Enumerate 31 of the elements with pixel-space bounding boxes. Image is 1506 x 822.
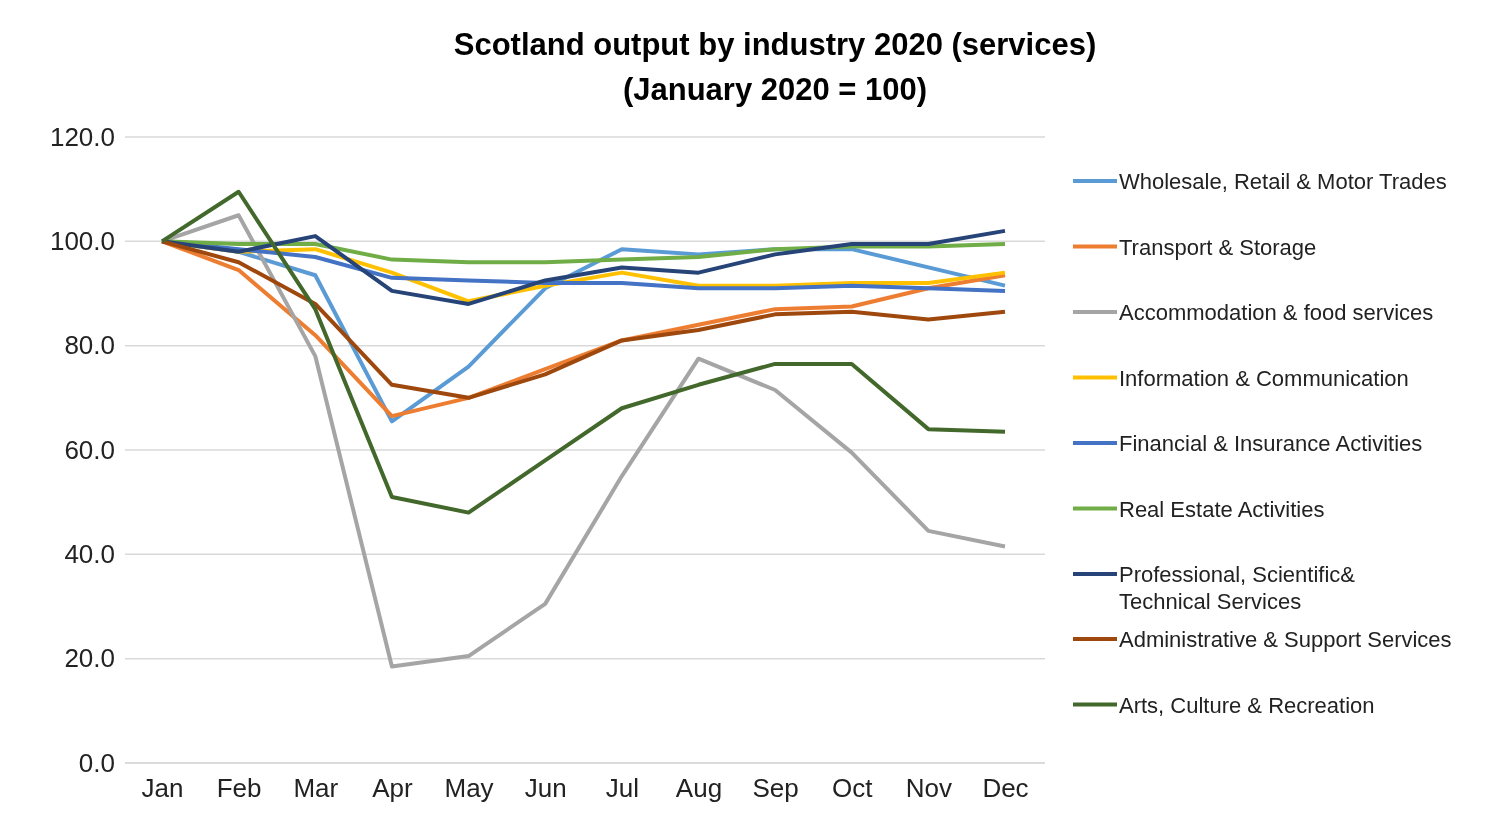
legend-label: Accommodation & food services — [1119, 300, 1434, 325]
x-tick-label: Oct — [832, 773, 874, 804]
x-tick-label: Mar — [293, 773, 339, 804]
y-tick-label: 120.0 — [49, 121, 115, 152]
y-tick-label: 60.0 — [64, 434, 115, 465]
y-tick-label: 100.0 — [49, 226, 115, 257]
legend-label: Arts, Culture & Recreation — [1119, 692, 1375, 718]
y-tick-label: 0.0 — [78, 747, 115, 778]
y-tick-label: 80.0 — [64, 330, 115, 361]
x-tick-label: May — [444, 773, 494, 804]
x-tick-label: Jan — [141, 773, 184, 804]
legend-label: Financial & Insurance Activities — [1119, 431, 1423, 456]
y-tick-label: 20.0 — [64, 643, 115, 674]
chart-title: Scotland output by industry 2020 (services) — [453, 27, 1097, 62]
x-tick-label: Feb — [216, 773, 262, 804]
chart-subtitle: (January 2020 = 100) — [622, 72, 928, 107]
line-series — [160, 189, 1007, 515]
x-tick-label: Apr — [372, 773, 413, 804]
x-tick-label: Sep — [752, 773, 799, 804]
legend-label: Professional, Scientific& Technical Services — [1119, 562, 1356, 614]
x-tick-label: Dec — [982, 773, 1029, 804]
legend-label: Administrative & Support Services — [1119, 627, 1452, 652]
legend-label: Information & Communication — [1119, 365, 1409, 391]
legend-label: Wholesale, Retail & Motor Trades — [1119, 169, 1447, 194]
x-tick-label: Jun — [524, 773, 567, 804]
x-tick-label: Nov — [905, 773, 952, 804]
legend-label: Real Estate Activities — [1119, 496, 1325, 522]
x-tick-label: Jul — [605, 773, 639, 804]
x-tick-label: Aug — [675, 773, 723, 804]
legend-label: Transport & Storage — [1119, 234, 1317, 260]
y-tick-label: 40.0 — [64, 539, 115, 570]
